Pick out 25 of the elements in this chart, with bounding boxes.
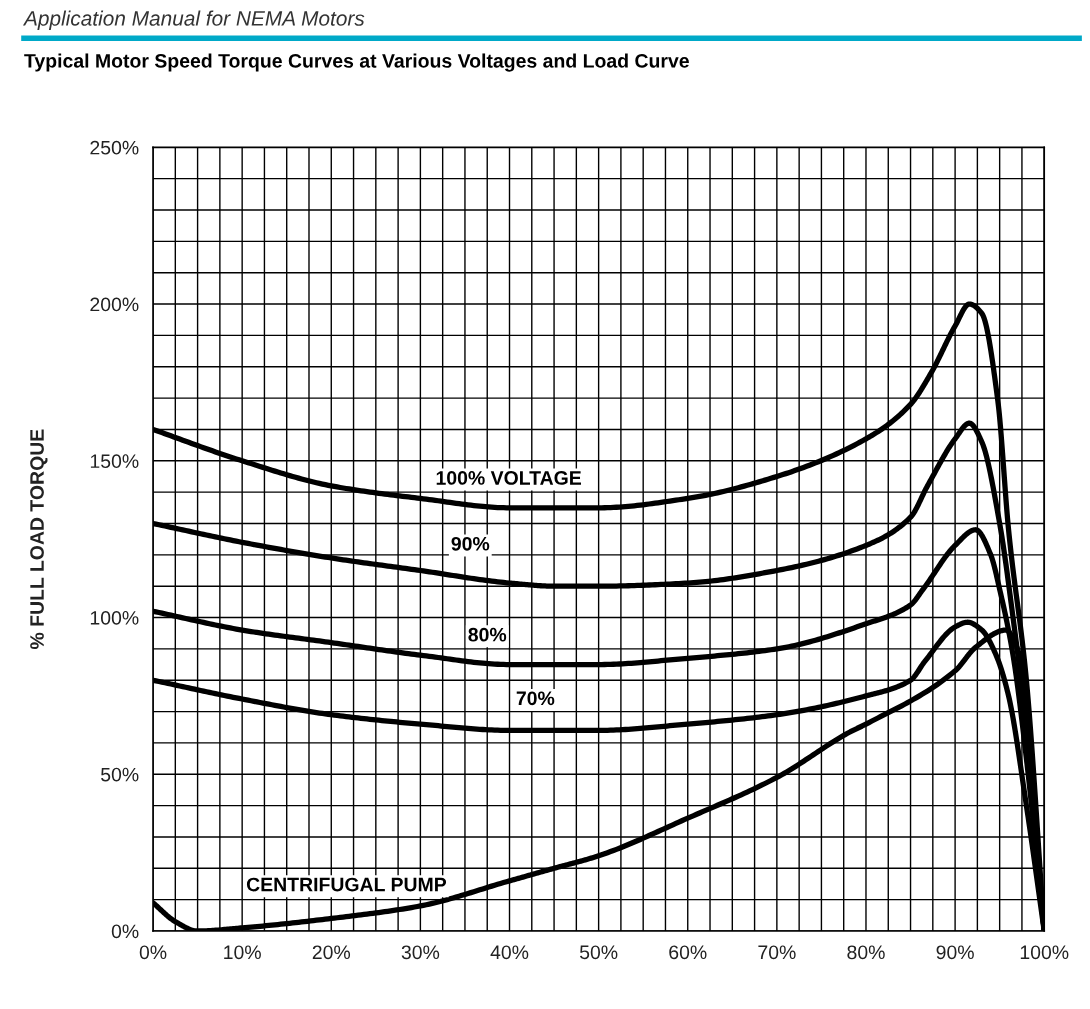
text: Application Manual for NEMA Motors	[22, 10, 365, 30]
x-tick-label: 100%	[1020, 945, 1069, 960]
series-label: 70%	[516, 691, 555, 706]
x-tick-label: 50%	[579, 945, 618, 960]
y-axis-title: % FULL LOAD TORQUE	[30, 429, 48, 650]
x-tick-label: 40%	[490, 945, 529, 960]
x-tick-label: 30%	[401, 945, 440, 960]
y-tick-label: 0%	[111, 924, 139, 939]
x-tick-label: 20%	[312, 945, 351, 960]
series-label: 100% VOLTAGE	[436, 471, 581, 485]
x-tick-label: 60%	[669, 945, 707, 960]
y-tick-label: 200%	[90, 297, 139, 312]
y-tick-label: 50%	[101, 767, 139, 782]
x-tick-label: 80%	[847, 945, 885, 960]
x-tick-label: 0%	[139, 945, 167, 960]
series-label: 80%	[468, 627, 507, 642]
y-tick-label: 250%	[90, 140, 139, 155]
x-tick-label: 10%	[224, 945, 261, 960]
x-tick-label: 70%	[758, 945, 796, 960]
y-tick-label: 150%	[90, 454, 139, 469]
series-label: CENTRIFUGAL PUMP	[246, 877, 447, 892]
y-tick-label: 100%	[90, 611, 139, 625]
series-label: 90%	[451, 536, 490, 551]
chart-title: Typical Motor Speed Torque Curves at Various Voltages and Load Curve	[24, 53, 689, 72]
x-tick-label: 90%	[936, 945, 974, 960]
